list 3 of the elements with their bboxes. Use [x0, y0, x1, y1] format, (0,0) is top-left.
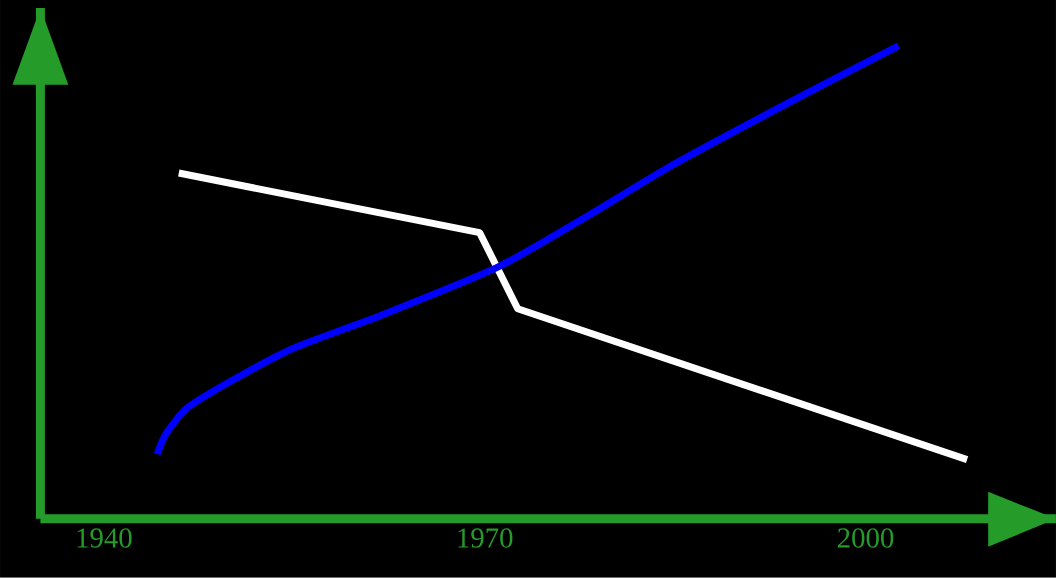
x-tick-label: 1940 — [77, 528, 132, 548]
x-tick-label: 2000 — [837, 528, 894, 548]
x-tick-label: 1970 — [458, 528, 513, 548]
